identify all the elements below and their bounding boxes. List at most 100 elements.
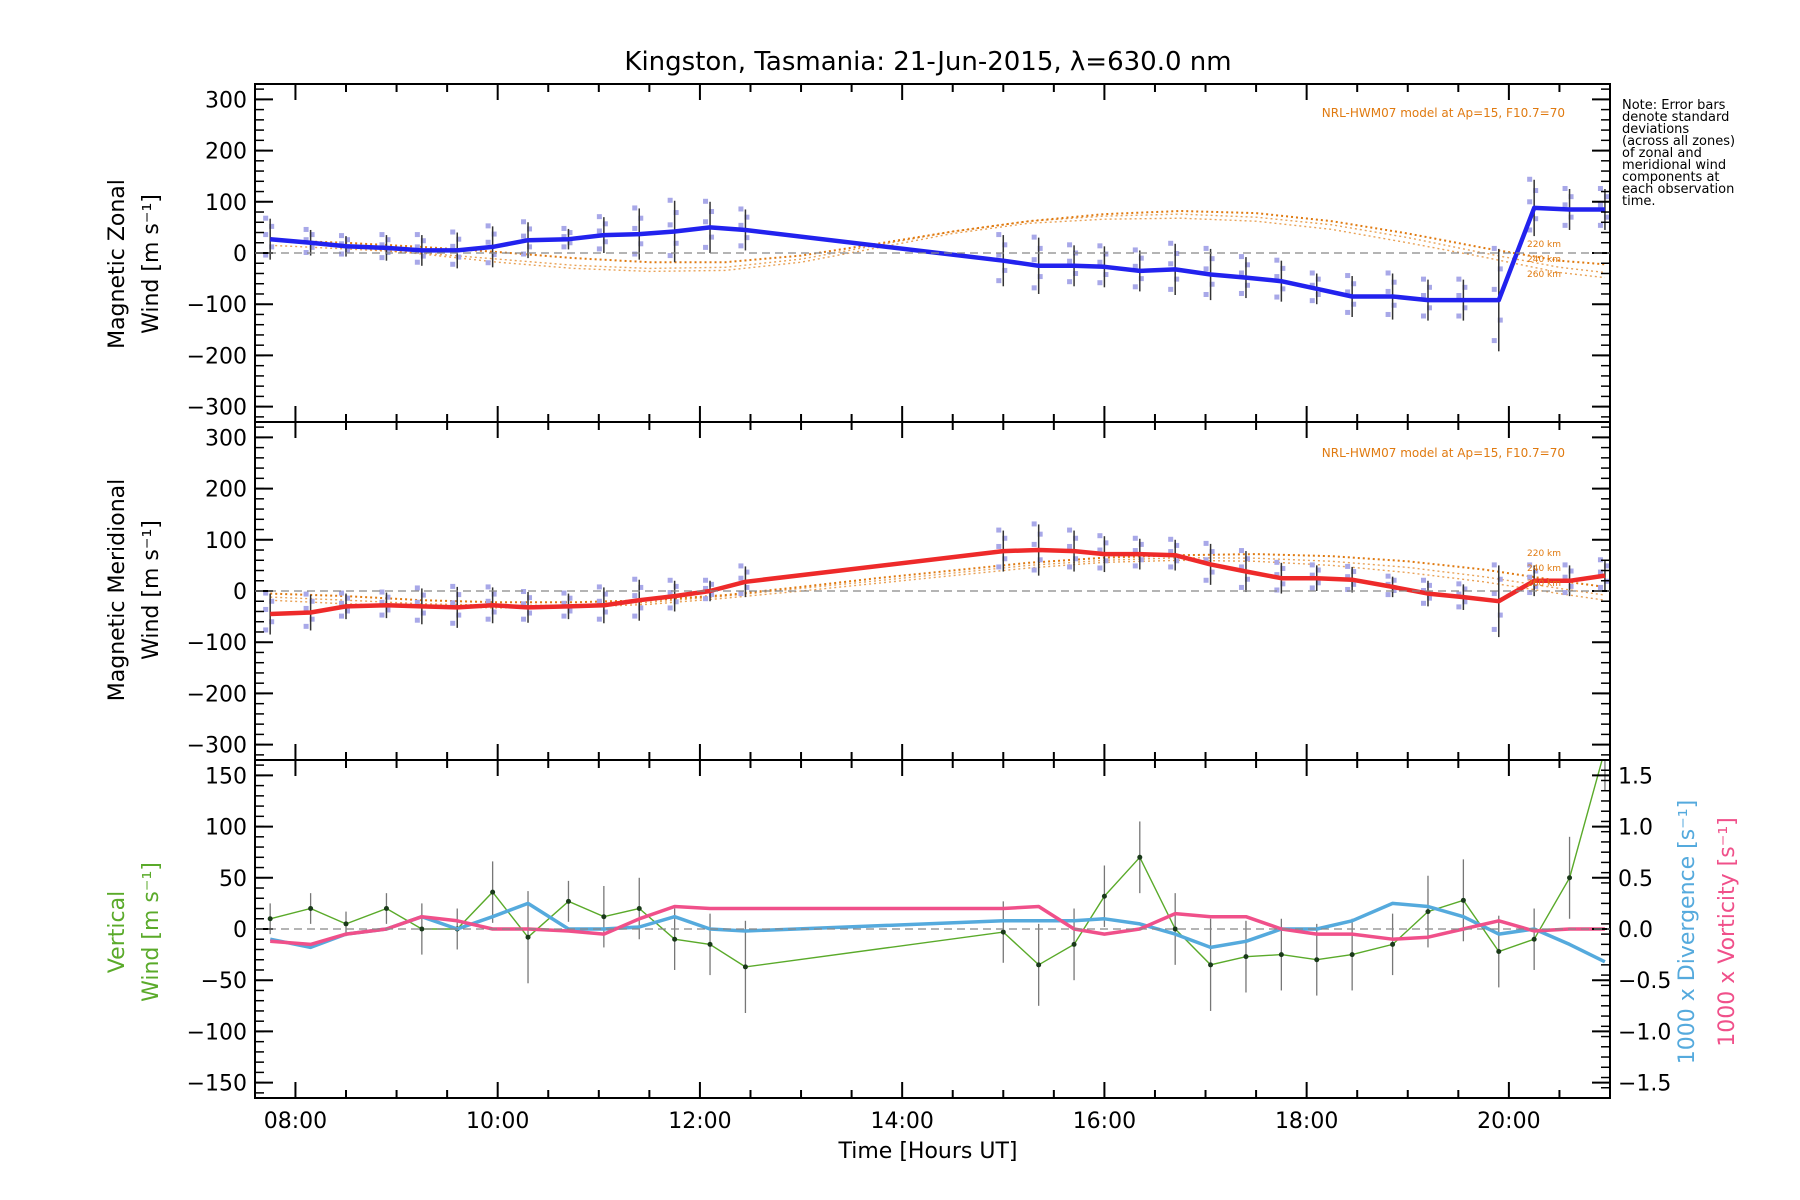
meridional-model-label: NRL-HWM07 model at Ap=15, F10.7=70 [1322, 446, 1565, 460]
zone-sample [456, 254, 462, 260]
model-curve [270, 553, 1606, 604]
zone-sample [521, 233, 527, 239]
zone-sample [632, 225, 638, 231]
zone-sample [996, 278, 1002, 284]
vertical-wind-point [707, 941, 713, 947]
zone-sample [414, 599, 420, 605]
zone-sample [521, 589, 527, 595]
zone-sample [1274, 559, 1280, 565]
zone-sample [1097, 533, 1103, 539]
zone-sample [1037, 245, 1043, 251]
vertical-wind-point [1243, 954, 1249, 960]
zone-sample [414, 585, 420, 591]
zone-sample [527, 610, 533, 616]
zone-sample [379, 589, 385, 595]
zone-sample [1209, 549, 1215, 555]
zone-sample [1533, 583, 1539, 589]
zone-sample [1426, 582, 1432, 588]
zone-sample [709, 234, 715, 240]
zone-sample [1527, 176, 1533, 182]
zone-sample [485, 260, 491, 266]
zone-sample [414, 617, 420, 623]
zone-sample [379, 255, 385, 261]
zone-sample [1138, 557, 1144, 563]
zone-sample [1420, 313, 1426, 319]
zone-sample [1527, 574, 1533, 580]
zone-sample [738, 591, 744, 597]
zone-sample [1527, 227, 1533, 233]
zone-sample [1274, 572, 1280, 578]
zone-sample [1497, 612, 1503, 618]
zone-sample [744, 235, 750, 241]
vertical-wind-point [267, 916, 273, 922]
zone-sample [596, 584, 602, 590]
vertical-wind-point [742, 964, 748, 970]
zone-sample [1309, 298, 1315, 304]
y-tick-label: −300 [187, 734, 247, 759]
zone-sample [420, 592, 426, 598]
zone-sample [1031, 521, 1037, 527]
vertical-wind-point [1602, 747, 1607, 752]
zone-sample [1002, 267, 1008, 273]
zone-sample [1491, 626, 1497, 632]
zone-sample [1168, 286, 1174, 292]
zone-sample [1345, 309, 1351, 315]
note-line: Note: Error bars [1622, 98, 1726, 113]
zone-sample [1244, 576, 1250, 582]
meridional-altitude-label: 220 km [1527, 549, 1561, 559]
zonal-altitude-label: 220 km [1527, 240, 1561, 250]
zone-sample [1132, 548, 1138, 554]
zone-sample [632, 593, 638, 599]
zone-sample [456, 592, 462, 598]
vorticity-line [270, 904, 1605, 947]
y-right-tick-label: 1.5 [1618, 764, 1653, 789]
zone-sample [339, 590, 345, 596]
meridional-panel-marks [263, 521, 1609, 638]
vertical-panel-marks [267, 747, 1607, 1013]
zone-sample [450, 261, 456, 267]
vertical-wind-point [1278, 952, 1284, 958]
wind-series-line [270, 547, 1606, 617]
zone-sample [1491, 245, 1497, 251]
zone-sample [1562, 222, 1568, 228]
zone-sample [1037, 274, 1043, 280]
zone-sample [263, 627, 269, 633]
zone-sample [263, 232, 269, 238]
zone-sample [450, 620, 456, 626]
zone-sample [1138, 255, 1144, 261]
zone-sample [596, 616, 602, 622]
zone-sample [1345, 273, 1351, 279]
zone-sample [567, 240, 573, 246]
zone-sample [738, 575, 744, 581]
zone-sample [379, 612, 385, 618]
zone-sample [491, 609, 497, 615]
zone-sample [1002, 556, 1008, 562]
y-tick-label: −200 [187, 344, 247, 369]
zone-sample [1103, 540, 1109, 546]
zone-sample [667, 253, 673, 259]
zonal-altitude-label: 260 km [1527, 270, 1561, 280]
x-tick-label: 08:00 [264, 1109, 327, 1134]
zone-sample [1391, 588, 1397, 593]
zone-sample [1351, 581, 1357, 587]
zone-sample [709, 592, 715, 598]
zone-sample [1568, 214, 1574, 220]
zone-sample [703, 596, 709, 602]
zone-sample [1244, 556, 1250, 562]
zone-sample [703, 244, 709, 250]
zone-sample [1274, 257, 1280, 263]
zone-sample [1568, 194, 1574, 200]
note-line: (across all zones) [1622, 134, 1735, 149]
zone-sample [1238, 254, 1244, 260]
zone-sample [1138, 276, 1144, 282]
zone-sample [1562, 185, 1568, 191]
vertical-wind-point [601, 914, 607, 920]
zone-sample [269, 619, 275, 625]
zone-sample [1562, 574, 1568, 580]
zone-sample [1491, 562, 1497, 568]
zone-sample [602, 591, 608, 597]
vertical-wind-line [270, 760, 1603, 968]
zone-sample [738, 243, 744, 249]
zone-sample [1456, 293, 1462, 299]
zone-sample [1132, 284, 1138, 290]
